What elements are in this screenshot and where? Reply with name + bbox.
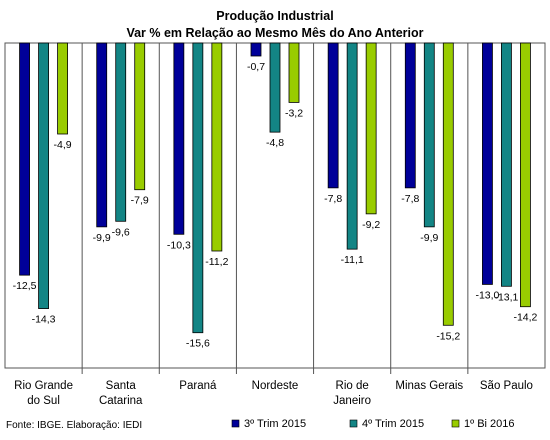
bar: [346, 42, 358, 250]
category-label: Minas Gerais: [395, 380, 463, 392]
bar: [57, 42, 68, 135]
data-label: -7,8: [401, 193, 419, 205]
data-label: -11,1: [341, 254, 364, 266]
data-label: -4,9: [54, 139, 72, 151]
data-label: -9,6: [112, 226, 130, 238]
data-label: -0,7: [247, 61, 265, 73]
source-note: Fonte: IBGE. Elaboração: IEDI: [6, 420, 142, 431]
bar: [173, 42, 185, 235]
bar: [115, 42, 127, 222]
bar: [96, 42, 108, 228]
data-label: -13,0: [475, 289, 499, 301]
data-label: -12,5: [13, 280, 37, 292]
data-label: -14,2: [513, 312, 537, 324]
bar: [365, 42, 377, 215]
data-label: -7,9: [131, 195, 149, 207]
category-axis: Rio Grande do Sul Santa Catarina Paraná Norde…: [14, 380, 533, 407]
data-label: -9,9: [420, 232, 438, 244]
data-label: -7,8: [324, 193, 342, 205]
data-label: -9,2: [362, 219, 380, 231]
bar: [288, 42, 300, 103]
legend-label: 3º Trim 2015: [244, 418, 306, 430]
legend: 3º Trim 2015 4º Trim 2015 1º Bi 2016: [231, 418, 515, 430]
bar: [134, 42, 146, 191]
data-label: -11,2: [205, 256, 228, 268]
bar: [482, 42, 493, 285]
data-label: -10,3: [167, 239, 191, 251]
bar: [520, 42, 531, 308]
category-label: Nordeste: [252, 380, 299, 392]
chart-subtitle: Var % em Relação ao Mesmo Mês do Ano Ant…: [126, 26, 423, 40]
category-label: do Sul: [27, 395, 60, 407]
data-label: -3,2: [285, 107, 303, 119]
bar: [442, 42, 454, 326]
legend-swatch: [349, 419, 358, 428]
bar: [269, 42, 281, 133]
bar: [250, 42, 262, 57]
category-label: Catarina: [99, 395, 143, 407]
bar: [501, 42, 512, 287]
legend-label: 4º Trim 2015: [362, 418, 424, 430]
data-label: -9,9: [93, 232, 111, 244]
category-label: São Paulo: [480, 380, 533, 392]
bar: [211, 42, 223, 252]
bar: [327, 42, 339, 189]
bar: [404, 42, 416, 189]
data-label: -15,6: [186, 338, 210, 350]
category-label: Rio Grande: [14, 380, 73, 392]
legend-swatch: [451, 419, 460, 428]
chart-title: Produção Industrial: [216, 9, 333, 23]
bar: [19, 42, 30, 276]
bar: [192, 42, 204, 334]
data-label: -14,3: [32, 314, 56, 326]
category-label: Santa: [106, 380, 137, 392]
category-label: Rio de: [336, 380, 369, 392]
data-label: -15,2: [436, 330, 460, 342]
legend-label: 1º Bi 2016: [464, 418, 515, 430]
plot-area: -12,5 -9,9 -10,3 -0,7 -7,8 -7,8 -13,0 -14,3 -9,6…: [4, 42, 546, 374]
category-label: Paraná: [179, 380, 217, 392]
data-label: -4,8: [266, 137, 284, 149]
bar: [38, 42, 49, 309]
data-label: -13,1: [494, 291, 518, 303]
bar: [423, 42, 435, 228]
legend-swatch: [231, 419, 240, 428]
category-label: Janeiro: [333, 395, 371, 407]
